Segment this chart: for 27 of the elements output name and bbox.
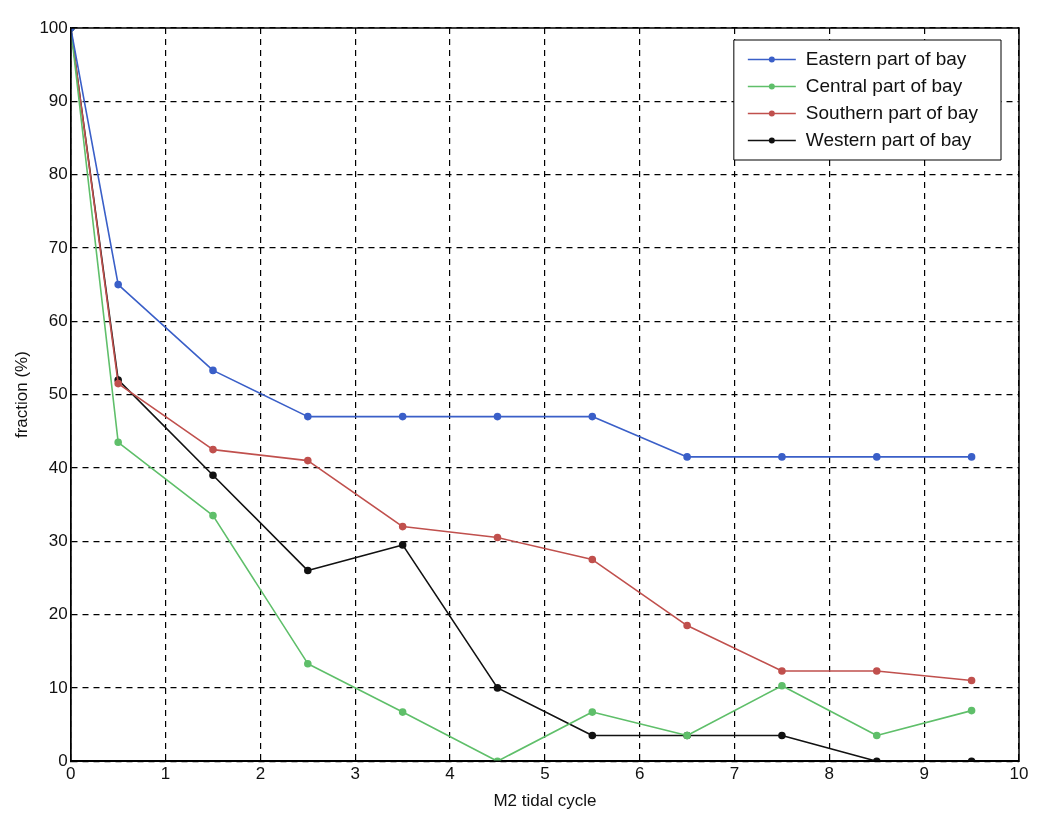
x-tick-label: 3 [350, 764, 360, 784]
legend-label: Eastern part of bay [805, 47, 967, 69]
y-tick-label: 80 [48, 164, 68, 184]
x-tick-label: 6 [634, 764, 645, 784]
x-tick-label: 7 [729, 764, 740, 784]
y-tick-label: 60 [48, 310, 68, 330]
y-tick-label: 50 [48, 384, 68, 404]
x-axis-title: M2 tidal cycle [493, 791, 597, 811]
y-tick-label: 0 [58, 750, 68, 770]
y-axis-title: fraction (%) [11, 351, 31, 439]
y-tick-label: 70 [48, 237, 68, 257]
x-tick-label: 1 [160, 764, 171, 784]
y-tick-label: 30 [48, 530, 68, 550]
legend-label: Western part of bay [805, 128, 972, 150]
legend-label: Central part of bay [805, 74, 963, 96]
x-tick-label: 10 [1009, 764, 1029, 784]
x-tick-label: 8 [824, 764, 835, 784]
x-tick-label: 5 [540, 764, 550, 784]
y-tick-label: 90 [48, 91, 68, 111]
legend-label: Southern part of bay [805, 101, 979, 123]
x-tick-label: 9 [919, 764, 929, 784]
y-tick-label: 10 [48, 677, 68, 697]
y-tick-label: 20 [48, 604, 68, 624]
y-tick-label: 100 [39, 17, 68, 37]
x-tick-label: 2 [255, 764, 266, 784]
x-tick-label: 4 [445, 764, 455, 784]
y-tick-label: 40 [48, 457, 68, 477]
